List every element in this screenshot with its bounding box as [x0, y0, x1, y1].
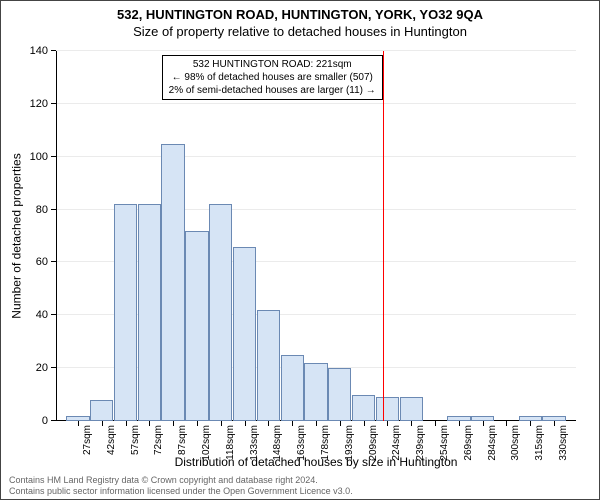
x-tick-mark	[411, 421, 412, 426]
bar	[114, 204, 137, 421]
bar	[185, 231, 208, 421]
annotation-line-1: 532 HUNTINGTON ROAD: 221sqm	[169, 58, 376, 71]
x-tick-mark	[530, 421, 531, 426]
x-axis-label: Distribution of detached houses by size …	[56, 455, 576, 469]
y-tick-label: 0	[42, 415, 48, 427]
bar	[161, 144, 184, 422]
annotation-box: 532 HUNTINGTON ROAD: 221sqm← 98% of deta…	[162, 55, 383, 100]
x-tick-mark	[506, 421, 507, 426]
x-tick-label: 57sqm	[130, 425, 141, 455]
x-tick-label: 72sqm	[153, 425, 164, 455]
y-tick-label: 140	[30, 45, 48, 57]
y-tick-label: 80	[36, 204, 48, 216]
x-tick-mark	[483, 421, 484, 426]
x-tick-mark	[459, 421, 460, 426]
y-tick-mark	[51, 103, 56, 104]
bar	[90, 400, 113, 421]
y-tick-label: 20	[36, 362, 48, 374]
chart-title: 532, HUNTINGTON ROAD, HUNTINGTON, YORK, …	[1, 7, 599, 22]
footer-line-1: Contains HM Land Registry data © Crown c…	[9, 475, 353, 486]
y-tick-mark	[51, 261, 56, 262]
x-tick-label: 27sqm	[82, 425, 93, 455]
bar	[304, 363, 327, 421]
x-tick-mark	[435, 421, 436, 426]
y-tick-mark	[51, 314, 56, 315]
reference-line	[383, 51, 384, 421]
x-tick-label: 87sqm	[177, 425, 188, 455]
x-tick-mark	[292, 421, 293, 426]
x-tick-mark	[554, 421, 555, 426]
annotation-line-2: ← 98% of detached houses are smaller (50…	[169, 71, 376, 84]
x-tick-mark	[173, 421, 174, 426]
y-axis	[56, 51, 57, 421]
grid-line	[56, 156, 576, 157]
bar	[257, 310, 280, 421]
bar	[233, 247, 256, 421]
y-tick-mark	[51, 50, 56, 51]
grid-line	[56, 103, 576, 104]
footer-line-2: Contains public sector information licen…	[9, 486, 353, 497]
bar	[352, 395, 375, 421]
chart-subtitle: Size of property relative to detached ho…	[1, 24, 599, 39]
y-axis-label: Number of detached properties	[10, 153, 24, 318]
annotation-line-3: 2% of semi-detached houses are larger (1…	[169, 84, 376, 97]
x-tick-mark	[245, 421, 246, 426]
y-tick-label: 60	[36, 256, 48, 268]
y-tick-label: 100	[30, 151, 48, 163]
y-tick-mark	[51, 420, 56, 421]
x-tick-mark	[268, 421, 269, 426]
bar	[400, 397, 423, 421]
x-tick-mark	[340, 421, 341, 426]
y-tick-mark	[51, 209, 56, 210]
x-tick-mark	[197, 421, 198, 426]
grid-line	[56, 50, 576, 51]
x-tick-mark	[102, 421, 103, 426]
x-tick-mark	[316, 421, 317, 426]
bar	[138, 204, 161, 421]
x-tick-mark	[387, 421, 388, 426]
bar	[209, 204, 232, 421]
x-tick-mark	[78, 421, 79, 426]
x-tick-mark	[126, 421, 127, 426]
bar	[376, 397, 399, 421]
plot-area: 02040608010012014027sqm42sqm57sqm72sqm87…	[56, 51, 576, 421]
bar	[281, 355, 304, 421]
bar	[328, 368, 351, 421]
y-tick-mark	[51, 367, 56, 368]
y-tick-label: 40	[36, 309, 48, 321]
footer-attribution: Contains HM Land Registry data © Crown c…	[9, 475, 353, 497]
y-tick-label: 120	[30, 98, 48, 110]
x-tick-mark	[221, 421, 222, 426]
y-tick-mark	[51, 156, 56, 157]
x-tick-label: 42sqm	[106, 425, 117, 455]
x-tick-mark	[149, 421, 150, 426]
x-tick-mark	[364, 421, 365, 426]
